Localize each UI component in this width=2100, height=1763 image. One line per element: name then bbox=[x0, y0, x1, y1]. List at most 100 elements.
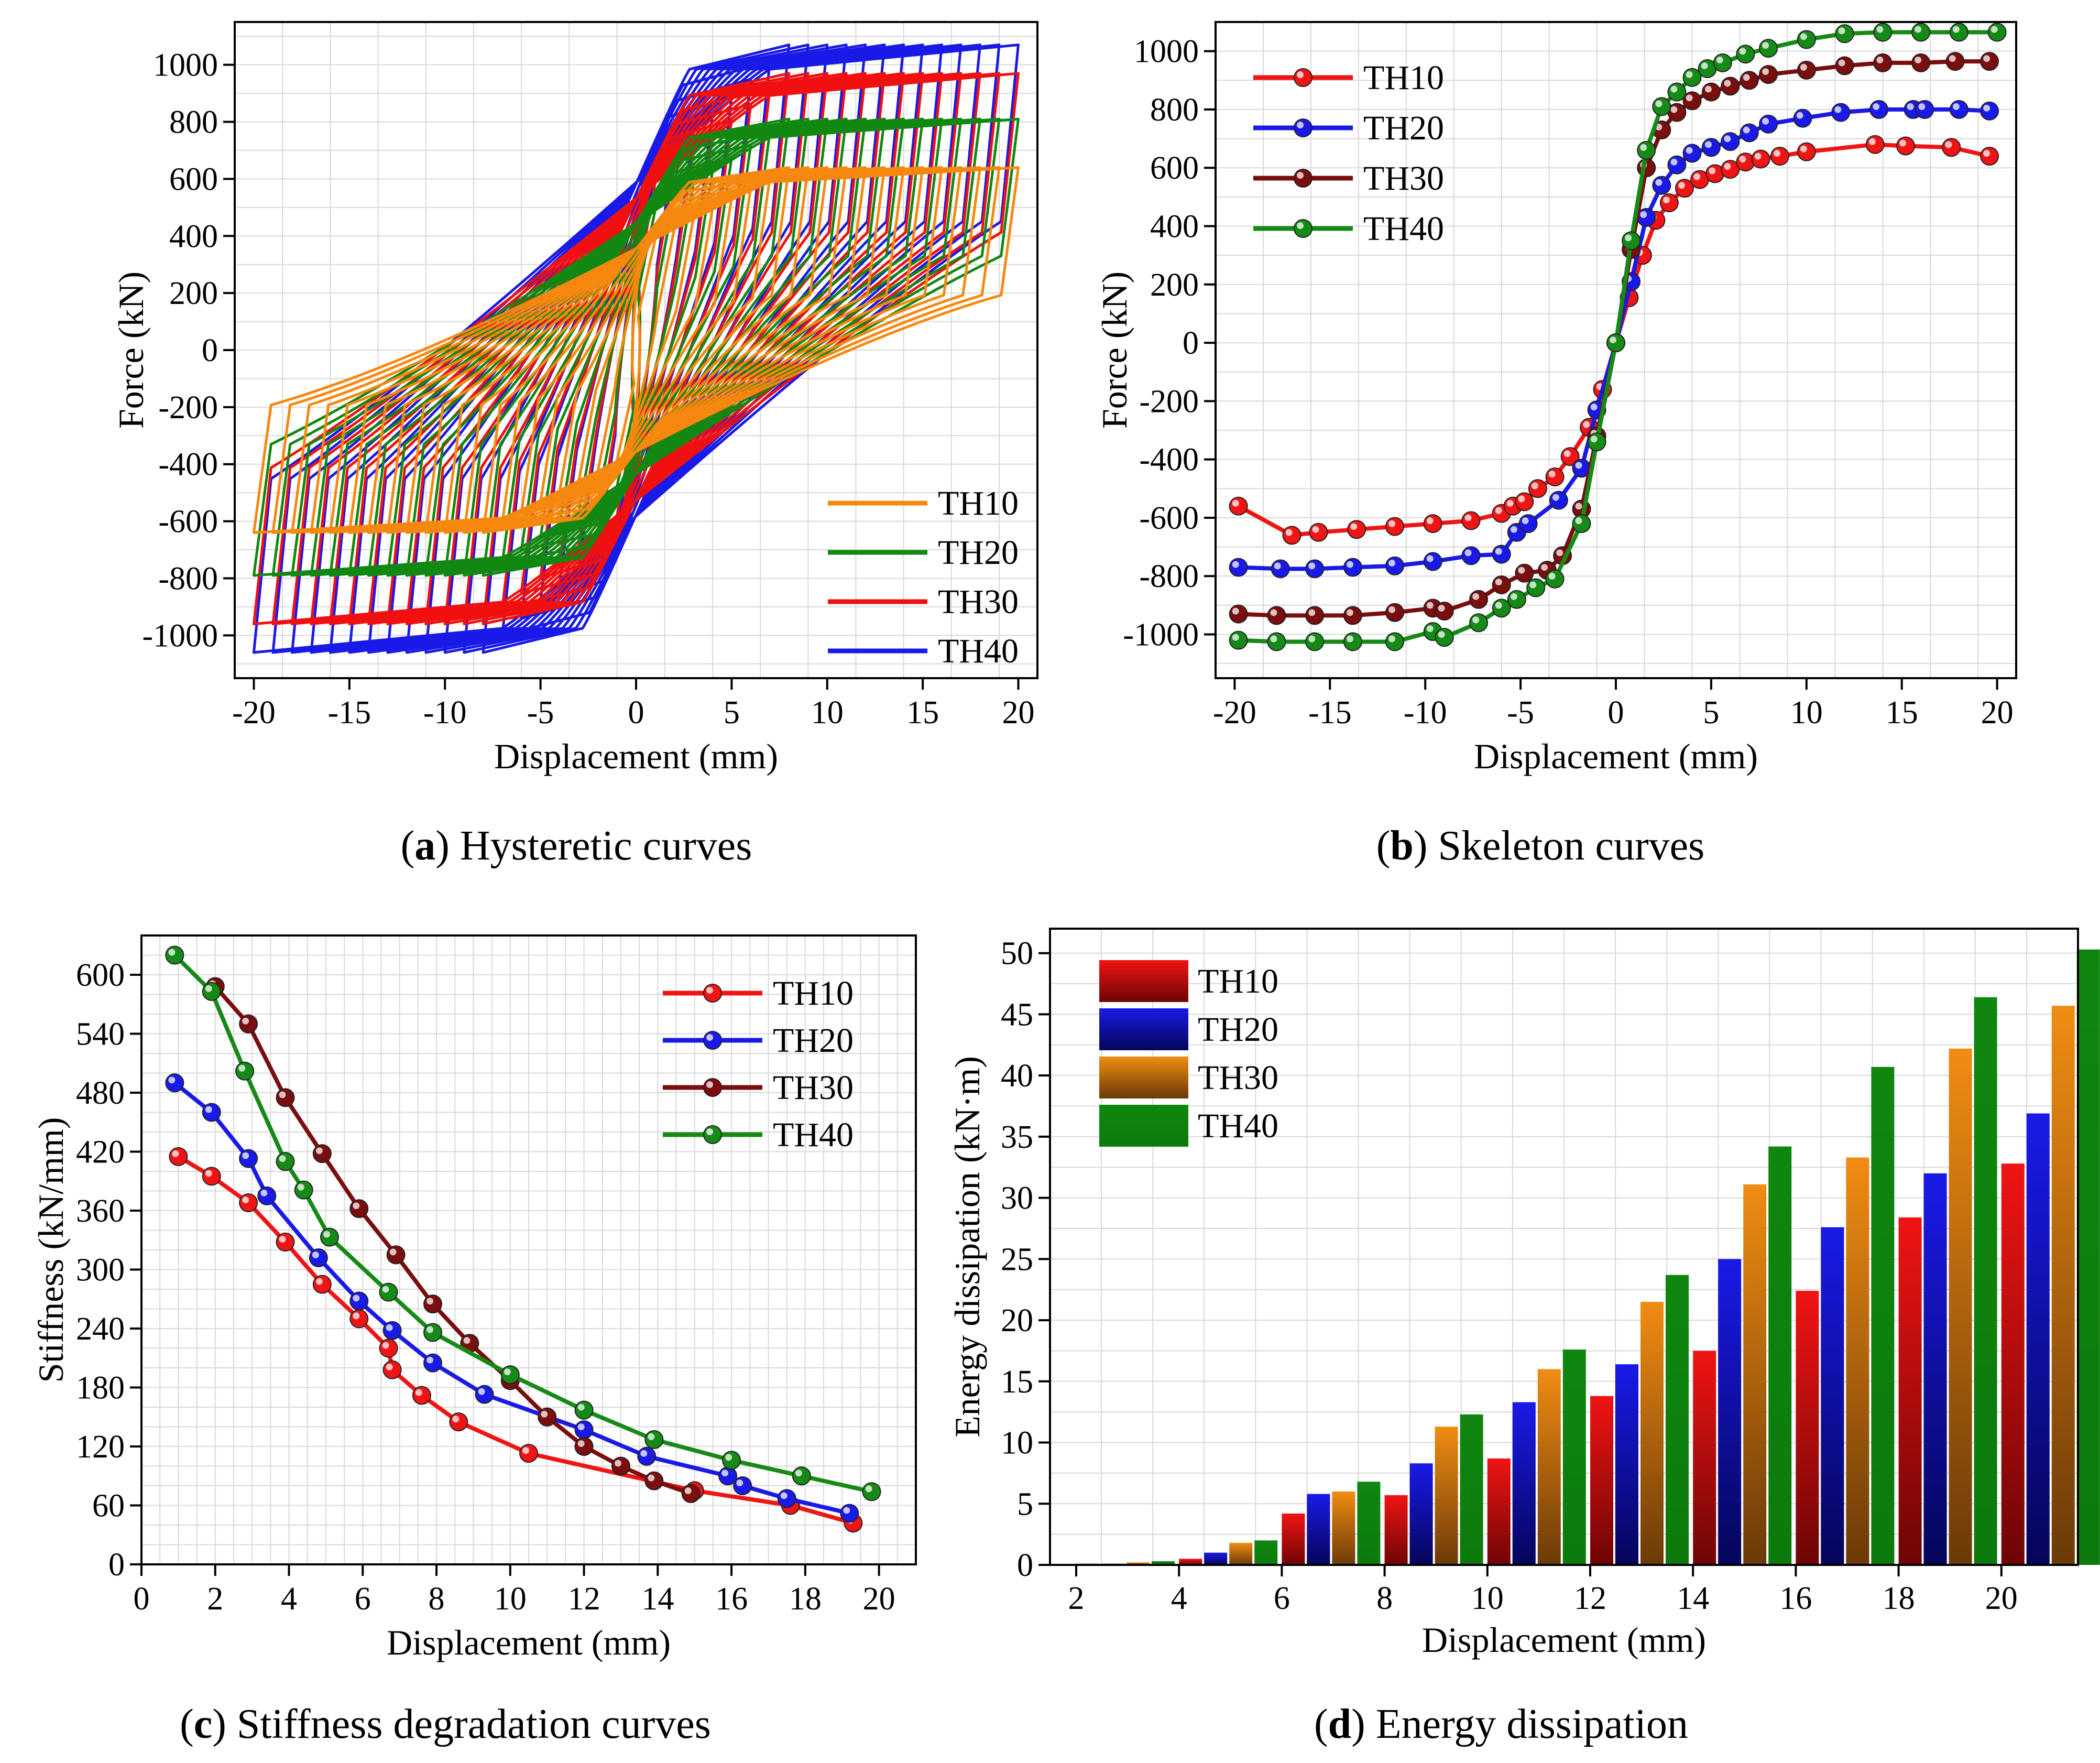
x-tick-label: 10 bbox=[1471, 1581, 1504, 1616]
bar-th20 bbox=[1615, 1364, 1638, 1565]
point-highlight bbox=[1701, 62, 1708, 70]
data-point bbox=[1343, 632, 1362, 651]
legend-label-th20: TH20 bbox=[938, 534, 1019, 572]
point-highlight bbox=[1739, 156, 1746, 163]
bar-th20 bbox=[2026, 1113, 2050, 1565]
data-point bbox=[276, 1088, 295, 1107]
data-point bbox=[1282, 526, 1301, 545]
point-highlight bbox=[1838, 27, 1845, 35]
point-highlight bbox=[1308, 562, 1316, 570]
caption-b: (b) Skeleton curves bbox=[1376, 823, 1705, 869]
y-tick-label: 600 bbox=[1150, 150, 1199, 186]
bar-th10 bbox=[1693, 1351, 1716, 1565]
point-highlight bbox=[1529, 581, 1537, 589]
data-point bbox=[1305, 606, 1325, 625]
y-tick-label: 600 bbox=[76, 957, 125, 993]
point-highlight bbox=[1388, 635, 1396, 643]
hysteresis-loop bbox=[252, 166, 1020, 534]
data-point bbox=[862, 1482, 881, 1501]
data-point bbox=[1294, 118, 1312, 137]
data-point bbox=[1736, 153, 1755, 172]
x-tick-label: 14 bbox=[1677, 1581, 1709, 1616]
data-point bbox=[386, 1245, 406, 1265]
data-point bbox=[722, 1451, 741, 1470]
data-point bbox=[276, 1233, 295, 1251]
data-point bbox=[1515, 563, 1534, 583]
y-tick-label: 300 bbox=[76, 1253, 125, 1288]
point-highlight bbox=[1945, 141, 1952, 148]
data-point bbox=[349, 1291, 369, 1311]
bar-th40 bbox=[1871, 1066, 1895, 1565]
point-highlight bbox=[1762, 68, 1769, 75]
x-tick-label: 4 bbox=[1171, 1581, 1187, 1616]
point-highlight bbox=[238, 1064, 246, 1072]
legend-label-th30: TH30 bbox=[773, 1069, 854, 1107]
y-tick-label: 800 bbox=[169, 105, 218, 140]
bar-th40 bbox=[1666, 1275, 1689, 1565]
data-point bbox=[169, 1147, 188, 1166]
hysteresis-loop bbox=[463, 72, 810, 626]
x-tick-label: 0 bbox=[134, 1581, 150, 1617]
point-highlight bbox=[386, 1363, 393, 1370]
point-highlight bbox=[1662, 197, 1670, 204]
x-tick-label: 0 bbox=[1608, 695, 1624, 731]
x-tick-label: -20 bbox=[1213, 695, 1256, 731]
point-highlight bbox=[1876, 26, 1884, 33]
series-line bbox=[173, 953, 872, 1494]
point-highlight bbox=[1522, 517, 1529, 525]
point-highlight bbox=[1464, 514, 1472, 521]
data-point bbox=[538, 1407, 557, 1427]
data-point bbox=[681, 1484, 701, 1503]
point-highlight bbox=[1297, 172, 1304, 179]
data-point bbox=[1701, 138, 1721, 157]
y-tick-label: 20 bbox=[1001, 1303, 1033, 1338]
point-highlight bbox=[260, 1189, 268, 1196]
data-point bbox=[1229, 558, 1248, 577]
data-point bbox=[1873, 53, 1893, 72]
data-point bbox=[703, 1031, 722, 1050]
data-point bbox=[1869, 100, 1889, 119]
data-point bbox=[1835, 56, 1854, 75]
point-highlight bbox=[1762, 42, 1769, 49]
data-point bbox=[1515, 492, 1534, 512]
x-tick-label: -15 bbox=[328, 695, 371, 731]
point-highlight bbox=[315, 1147, 323, 1155]
data-point bbox=[1587, 432, 1606, 452]
point-highlight bbox=[242, 1152, 249, 1159]
data-point bbox=[1911, 53, 1931, 72]
point-highlight bbox=[205, 1170, 212, 1177]
point-highlight bbox=[1347, 635, 1353, 643]
x-tick-label: 8 bbox=[429, 1581, 445, 1617]
bar-th10 bbox=[2001, 1163, 2025, 1565]
point-highlight bbox=[1915, 26, 1922, 33]
point-highlight bbox=[1495, 579, 1502, 585]
bar-th30 bbox=[1743, 1184, 1767, 1565]
y-tick-label: -800 bbox=[158, 561, 218, 596]
data-point bbox=[1469, 613, 1489, 633]
point-highlight bbox=[706, 987, 714, 994]
data-point bbox=[574, 1437, 594, 1456]
point-highlight bbox=[1796, 112, 1803, 119]
y-tick-label: 120 bbox=[76, 1429, 125, 1465]
data-point bbox=[1770, 146, 1789, 166]
bar-th40 bbox=[1768, 1146, 1792, 1565]
data-point bbox=[449, 1412, 468, 1432]
point-highlight bbox=[1495, 602, 1502, 609]
point-highlight bbox=[1754, 153, 1762, 160]
point-highlight bbox=[1426, 625, 1434, 632]
point-highlight bbox=[1952, 26, 1960, 33]
data-point bbox=[379, 1338, 398, 1358]
bar-th40 bbox=[1460, 1414, 1483, 1565]
data-point bbox=[1637, 140, 1656, 160]
point-highlight bbox=[1308, 609, 1316, 616]
point-highlight bbox=[478, 1388, 485, 1395]
point-highlight bbox=[1716, 57, 1723, 63]
hysteresis-loop bbox=[539, 156, 733, 539]
hysteresis-loop bbox=[310, 72, 962, 626]
legend-label-th10: TH10 bbox=[1363, 59, 1444, 97]
data-point bbox=[475, 1385, 494, 1404]
panel-c-stiffness-degradation: 0 2 4 6 8 10 12 14 16 18 20 0 60 120 180 240 300 360 420 48… bbox=[31, 934, 917, 1662]
y-axis-label: Stiffness (kN/mm) bbox=[31, 1117, 71, 1383]
data-point bbox=[382, 1321, 402, 1340]
point-highlight bbox=[426, 1298, 434, 1305]
